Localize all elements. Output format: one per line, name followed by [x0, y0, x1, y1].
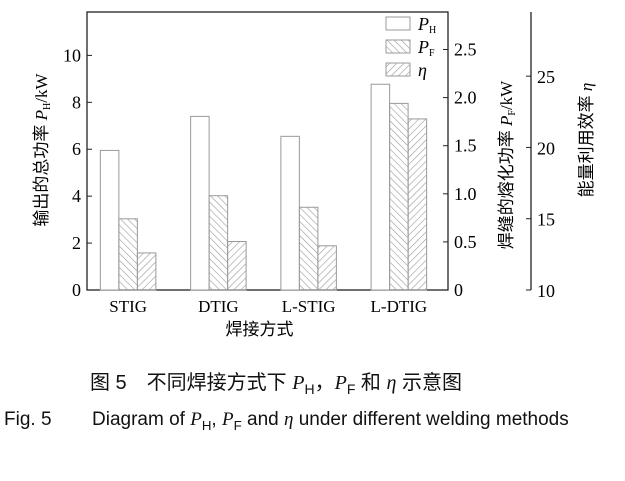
caption-text: 示意图: [396, 372, 462, 394]
eta-tick-label: 25: [537, 67, 555, 87]
eta-tick-label: 15: [537, 210, 555, 230]
legend-swatch-P_F: [385, 39, 411, 54]
x-tick-label: STIG: [109, 297, 147, 316]
left-axis-label: 输出的总功率 PH/kW: [32, 72, 53, 226]
right-tick-label: 1.0: [454, 184, 477, 204]
bar-P_F-L-STIG: [298, 206, 319, 291]
bar-P_F-DTIG: [208, 195, 229, 291]
eta-tick-label: 10: [537, 281, 555, 301]
caption-sub: H: [304, 381, 315, 397]
eta-tick-label: 20: [537, 138, 555, 158]
left-tick-label: 2: [72, 233, 81, 253]
legend-swatch-η: [385, 62, 411, 77]
bar-η-L-STIG: [317, 245, 337, 291]
legend-main: P: [417, 14, 429, 34]
legend-label-P_F: PF: [417, 37, 435, 59]
caption-text: and: [241, 409, 284, 430]
caption-chinese: 图 5 不同焊接方式下 PH，PF 和 η 示意图: [90, 366, 462, 397]
axis-label-var: η: [577, 83, 596, 91]
right-axis-label: 焊缝的熔化功率 PF/kW: [497, 80, 518, 249]
figure-number: Fig. 5: [4, 409, 52, 430]
bar-P_H-L-DTIG: [370, 83, 391, 291]
legend-sub: H: [429, 25, 436, 36]
caption-sub: F: [346, 381, 356, 397]
legend-main: P: [417, 37, 429, 57]
x-tick-label: L-DTIG: [371, 297, 428, 316]
bar-η-L-DTIG: [407, 118, 428, 291]
caption-text: 图 5 不同焊接方式下: [90, 372, 293, 394]
x-tick-label: L-STIG: [282, 297, 336, 316]
caption-text: Diagram of: [92, 409, 191, 430]
left-tick-label: 6: [72, 139, 81, 159]
caption-var: P: [190, 409, 202, 430]
left-tick-label: 10: [63, 45, 81, 65]
bar-P_H-DTIG: [190, 115, 210, 291]
right-tick-label: 2.5: [454, 40, 477, 60]
right-tick-label: 2.0: [454, 88, 477, 108]
eta-axis-label: 能量利用效率 η: [577, 83, 596, 198]
left-tick-label: 4: [72, 186, 81, 206]
bar-P_F-STIG: [118, 218, 138, 291]
caption-english: Fig. 5 Diagram of PH, PF and η under diff…: [4, 405, 624, 441]
caption-sub: F: [233, 417, 242, 433]
right-tick-label: 0.5: [454, 232, 477, 252]
x-tick-label: DTIG: [198, 297, 239, 316]
right-tick-label: 1.5: [454, 136, 477, 156]
legend-main: η: [418, 60, 427, 80]
axis-label-text: 焊缝的熔化功率: [497, 126, 516, 249]
axis-label-var: P: [497, 116, 516, 127]
axis-label-sub: H: [42, 103, 53, 110]
right-tick-label: 0: [454, 280, 463, 300]
axis-label-var: P: [32, 110, 51, 121]
caption-var: P: [221, 409, 234, 430]
legend-label-P_H: PH: [417, 14, 436, 36]
x-axis-label: 焊接方式: [226, 320, 294, 339]
caption-var: η: [386, 372, 397, 394]
chart: STIG DTIG L-STIG L-DTIG 0 2 4 6 8 10 0 0.5 1.0 1.5 2.0…: [32, 11, 596, 339]
bar-P_H-L-STIG: [280, 135, 300, 291]
caption-text: under different welding methods: [293, 409, 569, 430]
left-tick-label: 8: [72, 92, 81, 112]
plot-frame: [86, 11, 449, 291]
axis-label-unit: /kW: [32, 72, 51, 102]
caption-text: ，: [314, 372, 335, 394]
caption-var: η: [283, 409, 294, 430]
axis-label-sub: F: [507, 110, 518, 116]
legend-sub: F: [429, 48, 435, 59]
axis-label-text: 能量利用效率: [577, 91, 596, 197]
bar-η-STIG: [136, 252, 157, 291]
legend-swatch-P_H: [385, 16, 411, 31]
bar-η-DTIG: [227, 241, 247, 291]
bar-P_F-L-DTIG: [389, 102, 409, 291]
caption-var: P: [292, 372, 305, 394]
caption-sub: H: [201, 417, 212, 433]
caption-var: P: [334, 372, 347, 394]
axis-label-text: 输出的总功率: [32, 120, 51, 226]
axis-label-unit: /kW: [497, 80, 516, 110]
caption-text: ,: [211, 409, 222, 430]
bar-P_H-STIG: [99, 149, 120, 291]
legend-label-η: η: [418, 60, 427, 80]
left-tick-label: 0: [72, 280, 81, 300]
caption-text: 和: [355, 372, 387, 394]
